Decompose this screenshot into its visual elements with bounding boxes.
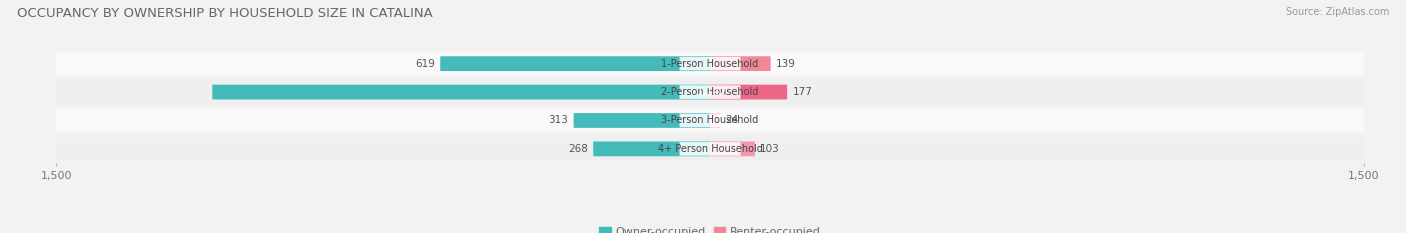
Text: 268: 268 — [568, 144, 588, 154]
FancyBboxPatch shape — [56, 109, 1364, 132]
FancyBboxPatch shape — [440, 56, 710, 71]
Text: 1,142: 1,142 — [697, 87, 727, 97]
Text: OCCUPANCY BY OWNERSHIP BY HOUSEHOLD SIZE IN CATALINA: OCCUPANCY BY OWNERSHIP BY HOUSEHOLD SIZE… — [17, 7, 433, 20]
FancyBboxPatch shape — [679, 114, 741, 127]
Text: 24: 24 — [725, 116, 740, 126]
FancyBboxPatch shape — [710, 141, 755, 156]
FancyBboxPatch shape — [679, 142, 741, 156]
Text: 139: 139 — [776, 59, 796, 69]
Text: 4+ Person Household: 4+ Person Household — [658, 144, 762, 154]
Text: 1-Person Household: 1-Person Household — [661, 59, 759, 69]
FancyBboxPatch shape — [679, 85, 741, 99]
FancyBboxPatch shape — [710, 56, 770, 71]
Text: 3-Person Household: 3-Person Household — [661, 116, 759, 126]
Text: 103: 103 — [761, 144, 780, 154]
FancyBboxPatch shape — [56, 80, 1364, 104]
Text: 177: 177 — [793, 87, 813, 97]
FancyBboxPatch shape — [679, 57, 741, 70]
FancyBboxPatch shape — [710, 113, 720, 128]
Text: 313: 313 — [548, 116, 568, 126]
FancyBboxPatch shape — [710, 85, 787, 99]
FancyBboxPatch shape — [56, 137, 1364, 161]
FancyBboxPatch shape — [593, 141, 710, 156]
Text: Source: ZipAtlas.com: Source: ZipAtlas.com — [1285, 7, 1389, 17]
FancyBboxPatch shape — [574, 113, 710, 128]
Text: 2-Person Household: 2-Person Household — [661, 87, 759, 97]
FancyBboxPatch shape — [212, 85, 710, 99]
Legend: Owner-occupied, Renter-occupied: Owner-occupied, Renter-occupied — [595, 222, 825, 233]
FancyBboxPatch shape — [56, 52, 1364, 75]
Text: 619: 619 — [415, 59, 434, 69]
